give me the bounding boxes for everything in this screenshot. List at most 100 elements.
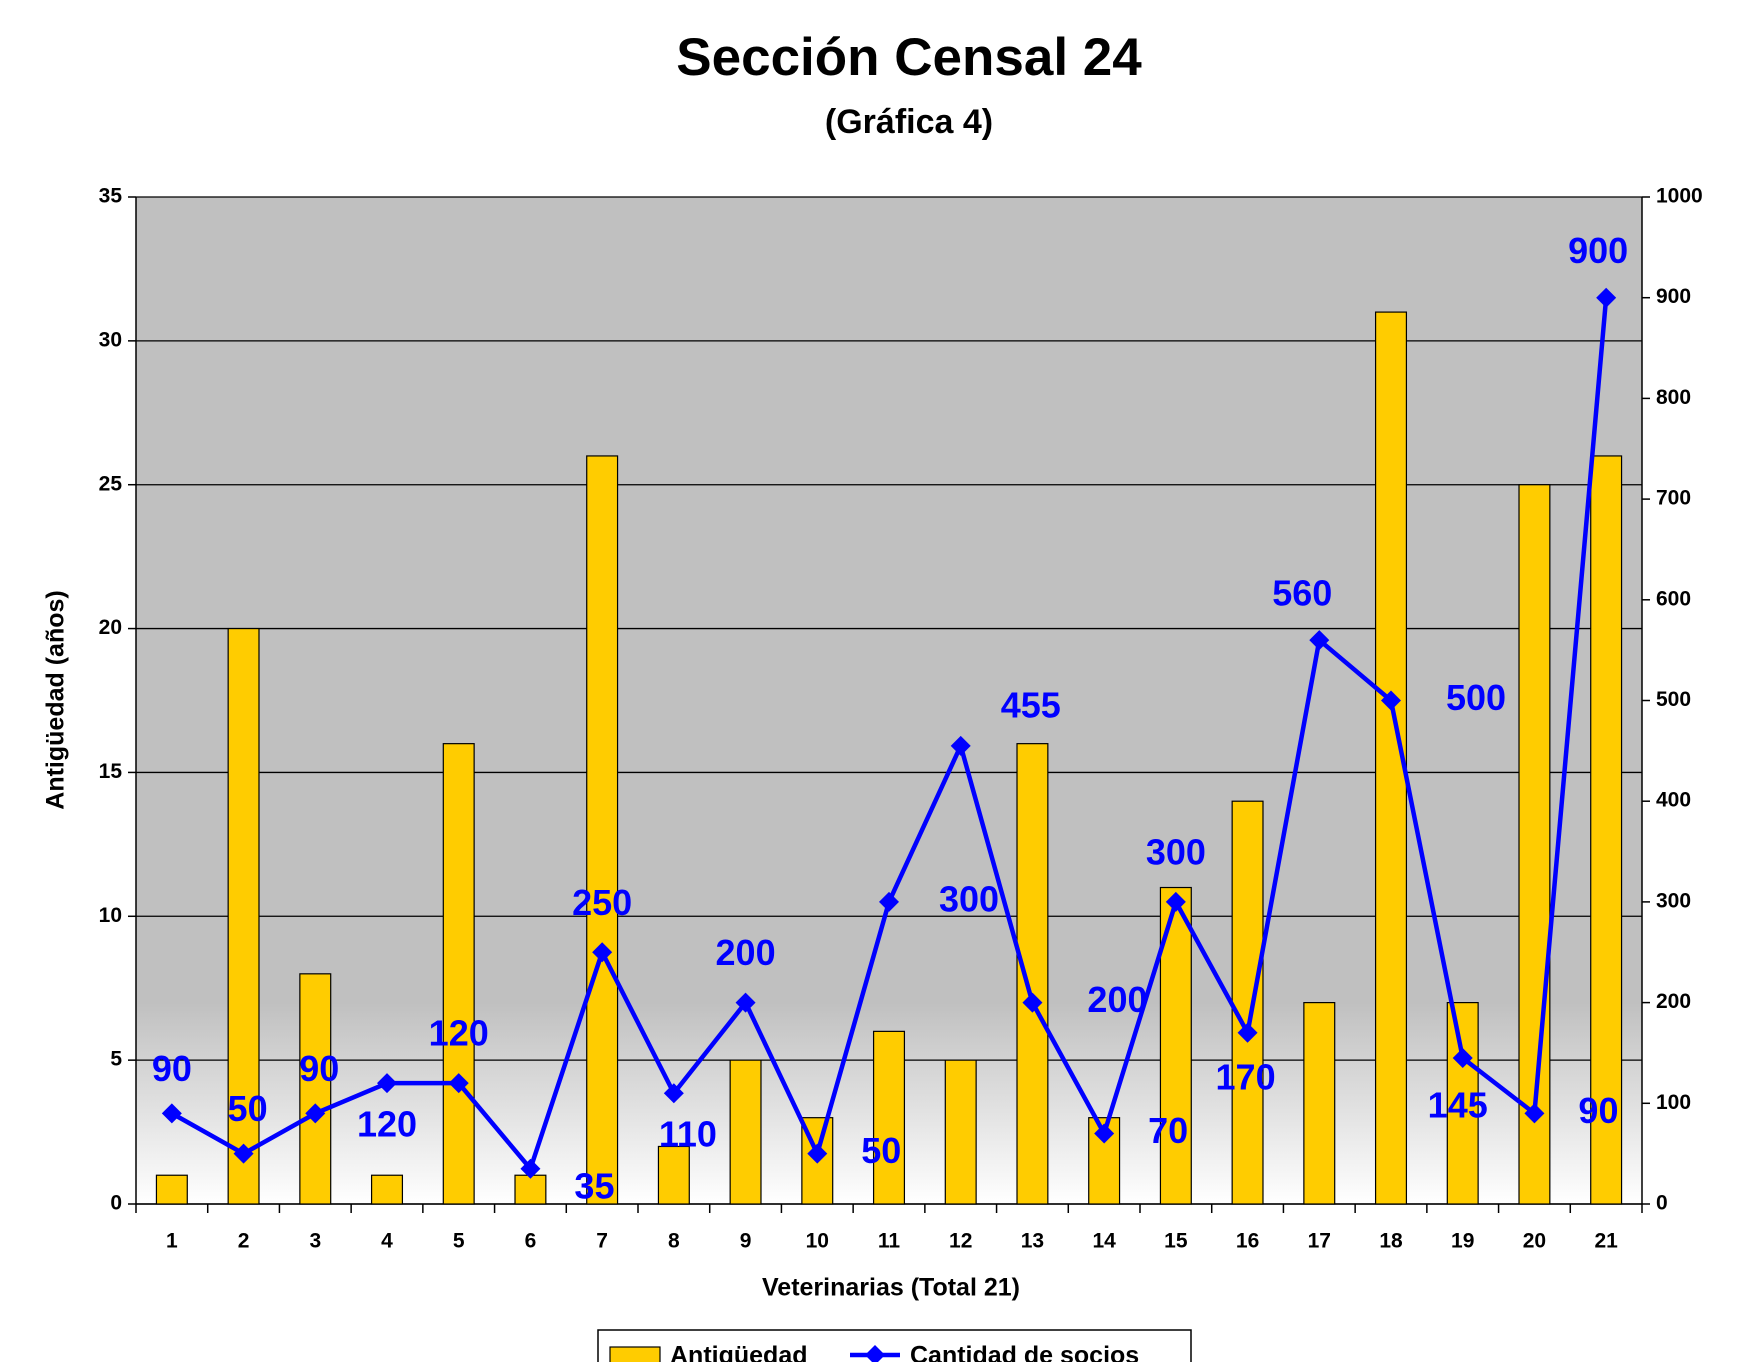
legend: Antigüedad Cantidad de socios [597, 1329, 1192, 1362]
x-tick-label: 7 [596, 1230, 608, 1253]
line-marker [1237, 1022, 1258, 1043]
line-marker [1022, 992, 1043, 1013]
data-label: 300 [1146, 831, 1206, 872]
y2-tick-label: 200 [1656, 990, 1691, 1013]
legend-label: Cantidad de socios [910, 1342, 1139, 1362]
y-tick-label: 15 [99, 760, 123, 783]
bar [729, 1059, 762, 1205]
x-tick-label: 2 [238, 1230, 250, 1253]
line-marker [735, 992, 756, 1013]
x-tick-label: 12 [949, 1230, 972, 1253]
line-marker [879, 891, 899, 912]
data-label: 120 [429, 1013, 489, 1054]
y2-tick-label: 500 [1656, 688, 1691, 711]
bar [299, 973, 332, 1205]
bar [227, 627, 260, 1205]
x-tick-label: 16 [1236, 1230, 1259, 1253]
y2-tick-label: 900 [1656, 285, 1691, 308]
x-tick-label: 14 [1092, 1230, 1116, 1253]
legend-label: Antigüedad [670, 1342, 808, 1362]
y2-tick-label: 0 [1656, 1192, 1668, 1215]
legend-swatch [609, 1346, 661, 1362]
x-tick-label: 21 [1594, 1230, 1618, 1253]
y-tick-label: 10 [99, 904, 122, 927]
y-tick-label: 35 [99, 185, 123, 208]
chart-subtitle: (Gráfica 4) [825, 103, 993, 141]
y2-tick-label: 400 [1656, 789, 1691, 812]
data-label: 300 [939, 878, 999, 919]
x-tick-label: 9 [740, 1230, 752, 1253]
x-tick-label: 1 [166, 1230, 178, 1253]
line-marker [1452, 1047, 1473, 1068]
bar [442, 743, 475, 1205]
x-tick-label: 13 [1021, 1230, 1044, 1253]
chart-title: Sección Censal 24 [676, 28, 1142, 87]
data-label: 145 [1428, 1085, 1488, 1126]
x-tick-label: 10 [806, 1230, 829, 1253]
bar [155, 1174, 188, 1205]
x-tick-label: 19 [1451, 1230, 1474, 1253]
bar [1016, 743, 1049, 1205]
line-marker [950, 735, 971, 756]
data-label: 200 [1087, 979, 1147, 1020]
data-label: 90 [1578, 1090, 1618, 1131]
legend-marker [865, 1345, 885, 1362]
y-tick-label: 25 [99, 472, 123, 495]
x-tick-label: 6 [525, 1230, 537, 1253]
bar [1303, 1001, 1336, 1205]
data-label: 250 [572, 882, 632, 923]
x-tick-label: 8 [668, 1230, 680, 1253]
bar [1590, 455, 1623, 1205]
x-tick-label: 20 [1523, 1230, 1546, 1253]
y2-tick-label: 1000 [1656, 185, 1703, 208]
x-tick-label: 15 [1164, 1230, 1188, 1253]
line-marker [161, 1103, 182, 1124]
x-axis-title: Veterinarias (Total 21) [762, 1274, 1020, 1302]
line-marker [1165, 891, 1186, 912]
line-marker [1596, 287, 1617, 308]
y2-tick-label: 600 [1656, 587, 1691, 610]
y-axis-title: Antigüedad (años) [42, 590, 70, 809]
y2-tick-label: 100 [1656, 1091, 1691, 1114]
line-marker [448, 1073, 469, 1094]
line-marker [663, 1083, 684, 1104]
x-tick-label: 4 [381, 1230, 393, 1253]
y-tick-label: 5 [110, 1048, 122, 1071]
line-marker [1524, 1103, 1545, 1124]
bar [872, 1030, 906, 1205]
bar [1518, 484, 1551, 1205]
x-tick-label: 11 [878, 1230, 901, 1253]
data-label: 70 [1148, 1110, 1188, 1151]
x-tick-label: 5 [453, 1230, 465, 1253]
data-label: 50 [861, 1130, 901, 1171]
line-marker [592, 942, 613, 963]
bar [514, 1174, 547, 1205]
data-label: 200 [716, 932, 776, 973]
bar [1231, 800, 1264, 1205]
bar [944, 1059, 977, 1205]
line-marker [1381, 690, 1401, 711]
data-label: 900 [1568, 230, 1628, 271]
y-tick-label: 20 [99, 616, 122, 639]
data-label: 120 [357, 1104, 417, 1145]
line-marker [1094, 1123, 1115, 1144]
bar [1446, 1001, 1479, 1205]
line-marker [305, 1103, 326, 1124]
line-marker [520, 1158, 541, 1179]
data-label: 50 [228, 1088, 268, 1129]
line-marker [377, 1073, 397, 1094]
data-label: 170 [1216, 1056, 1276, 1097]
bar [657, 1145, 690, 1205]
data-label: 455 [1001, 684, 1061, 725]
data-label: 560 [1272, 573, 1332, 614]
y-tick-label: 30 [99, 328, 122, 351]
line-marker [1309, 630, 1330, 651]
line-marker [233, 1143, 254, 1164]
data-label: 500 [1446, 677, 1506, 718]
y2-tick-label: 700 [1656, 487, 1691, 510]
data-label: 110 [659, 1114, 717, 1155]
y-tick-label: 0 [110, 1192, 122, 1215]
x-tick-label: 17 [1308, 1230, 1331, 1253]
data-label: 90 [152, 1048, 192, 1089]
